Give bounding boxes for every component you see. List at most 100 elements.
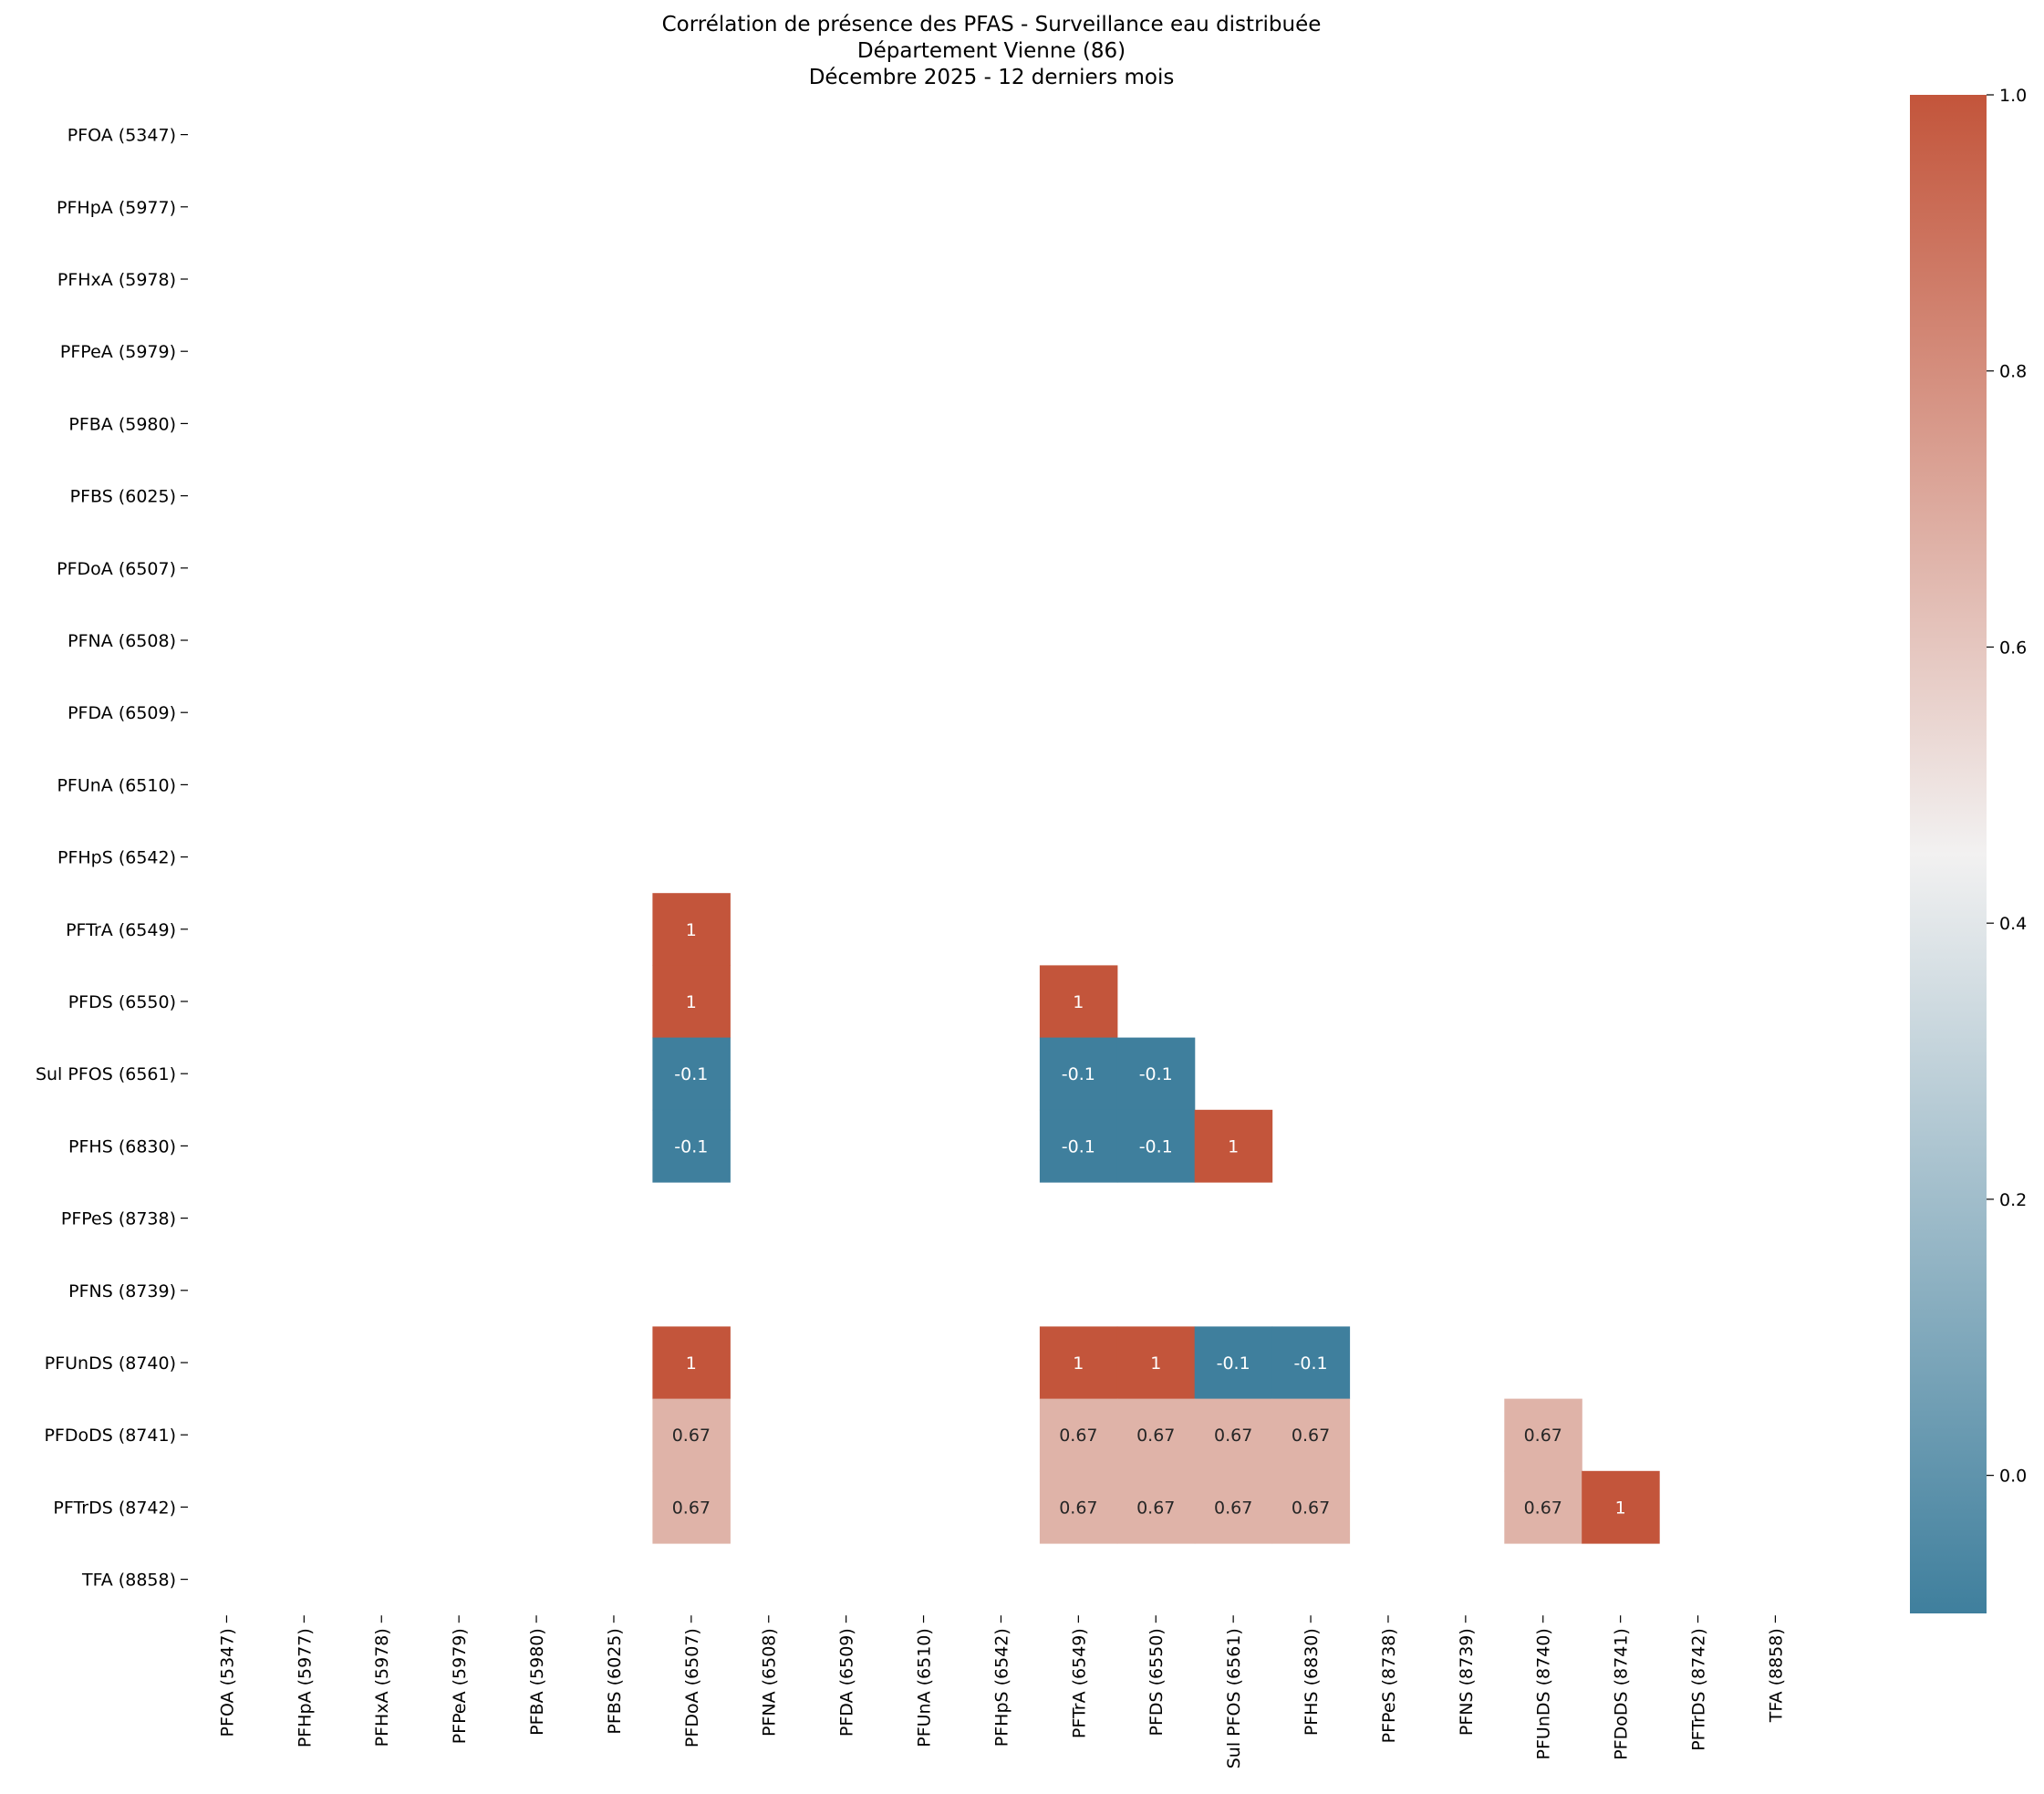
x-tick-label: PFNS (8739) xyxy=(1457,1628,1477,1736)
cell-value-label: 0.67 xyxy=(1524,1498,1562,1518)
y-tick-label: PFTrDS (8742) xyxy=(53,1498,176,1518)
y-tick-label: Sul PFOS (6561) xyxy=(36,1064,176,1084)
heatmap-cell xyxy=(1271,1326,1351,1400)
cell-value-label: -0.1 xyxy=(674,1064,708,1084)
cell-value-label: -0.1 xyxy=(1217,1353,1250,1374)
x-tick-label: PFUnA (6510) xyxy=(915,1628,935,1747)
colorbar-tick-label: 0.2 xyxy=(1999,1190,2027,1210)
x-tick-label: PFHpS (6542) xyxy=(991,1628,1012,1747)
heatmap-cell xyxy=(1271,1470,1351,1544)
colorbar-tick-label: 0.0 xyxy=(1999,1467,2027,1487)
x-tick-label: PFHS (6830) xyxy=(1302,1628,1322,1736)
heatmap-cell xyxy=(1039,1398,1118,1472)
chart-title-line-2: Département Vienne (86) xyxy=(857,39,1126,63)
heatmap-cell xyxy=(1194,1470,1273,1544)
cell-value-label: 0.67 xyxy=(1292,1426,1330,1446)
colorbar-tick-label: 1.0 xyxy=(1999,86,2027,106)
x-tick-label: PFDoDS (8741) xyxy=(1612,1628,1632,1760)
y-tick-label: PFHpS (6542) xyxy=(57,848,176,868)
heatmap-cell xyxy=(1039,1326,1118,1400)
x-tick-label: PFPeS (8738) xyxy=(1379,1628,1399,1743)
chart-title-line-1: Corrélation de présence des PFAS - Surve… xyxy=(662,13,1322,36)
cell-value-label: 1 xyxy=(1073,1353,1084,1374)
colorbar-gradient xyxy=(1910,95,1987,1613)
heatmap-cell xyxy=(1582,1470,1660,1544)
y-tick-label: PFBA (5980) xyxy=(68,414,176,434)
y-tick-label: PFDoA (6507) xyxy=(57,559,176,579)
y-tick-label: PFHxA (5978) xyxy=(57,270,176,290)
heatmap-cell xyxy=(1116,1470,1196,1544)
y-tick-label: PFDoDS (8741) xyxy=(44,1426,176,1446)
heatmap-cell xyxy=(1039,1109,1118,1183)
y-tick-label: PFOA (5347) xyxy=(67,126,176,146)
cell-value-label: -0.1 xyxy=(1139,1136,1173,1156)
colorbar-tick-label: 0.4 xyxy=(1999,914,2027,934)
heatmap-cell xyxy=(652,1326,731,1400)
heatmap-cells: 1 1 1 -0.1 -0.1 -0.1 -0.1 -0.1 -0.1 1 1 1 1 -0.1 -0.1 0… xyxy=(652,893,1660,1544)
cell-value-label: 1 xyxy=(686,920,697,940)
heatmap-cell xyxy=(1116,1398,1196,1472)
heatmap-cell xyxy=(1039,1470,1118,1544)
heatmap-cell xyxy=(1504,1398,1582,1472)
y-tick-label: PFUnDS (8740) xyxy=(45,1353,176,1374)
cell-value-label: -0.1 xyxy=(1139,1064,1173,1084)
y-tick-label: PFPeA (5979) xyxy=(60,342,176,362)
y-tick-label: PFHpA (5977) xyxy=(57,198,176,218)
x-tick-label: PFOA (5347) xyxy=(217,1628,237,1737)
x-tick-label: PFUnDS (8740) xyxy=(1534,1628,1554,1759)
cell-value-label: -0.1 xyxy=(1062,1064,1095,1084)
x-tick-label: Sul PFOS (6561) xyxy=(1224,1628,1244,1768)
x-tick-label: TFA (8858) xyxy=(1766,1628,1786,1723)
cell-value-label: 0.67 xyxy=(1214,1426,1252,1446)
cell-value-label: 0.67 xyxy=(1059,1498,1097,1518)
heatmap-cell xyxy=(652,1470,731,1544)
x-tick-label: PFBS (6025) xyxy=(605,1628,625,1734)
y-tick-label: PFTrA (6549) xyxy=(66,920,176,940)
y-tick-label: TFA (8858) xyxy=(81,1571,176,1591)
heatmap-cell xyxy=(1504,1470,1582,1544)
y-tick-label: PFNS (8739) xyxy=(68,1281,176,1301)
cell-value-label: 1 xyxy=(1228,1136,1239,1156)
cell-value-label: 1 xyxy=(1615,1498,1626,1518)
y-tick-label: PFDA (6509) xyxy=(67,703,176,723)
x-tick-label: PFHxA (5978) xyxy=(372,1628,392,1747)
heatmap-cell xyxy=(652,1109,731,1183)
colorbar: 0.0 0.2 0.4 0.6 0.8 1.0 xyxy=(1910,86,2027,1613)
cell-value-label: 0.67 xyxy=(1214,1498,1252,1518)
x-axis: PFOA (5347) PFHpA (5977) PFHxA (5978) PFPeA… xyxy=(217,1615,1786,1768)
x-tick-label: PFNA (6508) xyxy=(760,1628,780,1737)
y-tick-label: PFDS (6550) xyxy=(68,992,176,1012)
cell-value-label: 1 xyxy=(1073,992,1084,1012)
chart-title-line-3: Décembre 2025 - 12 derniers mois xyxy=(809,66,1175,89)
x-tick-label: PFDoA (6507) xyxy=(682,1628,702,1747)
y-tick-label: PFNA (6508) xyxy=(67,631,176,651)
heatmap-cell xyxy=(652,1398,731,1472)
heatmap-cell xyxy=(1116,1109,1196,1183)
heatmap-cell xyxy=(1194,1398,1273,1472)
x-tick-label: PFDA (6509) xyxy=(837,1628,857,1737)
heatmap-cell xyxy=(652,965,731,1039)
colorbar-ticks: 0.0 0.2 0.4 0.6 0.8 1.0 xyxy=(1987,86,2027,1487)
heatmap-cell xyxy=(1116,1037,1196,1111)
heatmap-cell xyxy=(1039,1037,1118,1111)
heatmap-cell xyxy=(1116,1326,1196,1400)
heatmap-cell xyxy=(1271,1398,1351,1472)
heatmap-cell xyxy=(1194,1109,1273,1183)
x-tick-label: PFBA (5980) xyxy=(527,1628,547,1736)
cell-value-label: 0.67 xyxy=(1136,1498,1175,1518)
cell-value-label: 0.67 xyxy=(1292,1498,1330,1518)
x-tick-label: PFTrA (6549) xyxy=(1069,1628,1089,1738)
colorbar-tick-label: 0.8 xyxy=(1999,362,2027,382)
heatmap-cell xyxy=(652,893,731,966)
cell-value-label: -0.1 xyxy=(1062,1136,1095,1156)
y-axis: PFOA (5347) PFHpA (5977) PFHxA (5978) PFPeA… xyxy=(36,126,188,1591)
cell-value-label: 1 xyxy=(1150,1353,1161,1374)
cell-value-label: 1 xyxy=(686,992,697,1012)
x-tick-label: PFHpA (5977) xyxy=(295,1628,315,1747)
heatmap-cell xyxy=(652,1037,731,1111)
colorbar-tick-label: 0.6 xyxy=(1999,638,2027,658)
cell-value-label: 1 xyxy=(686,1353,697,1374)
x-tick-label: PFTrDS (8742) xyxy=(1689,1628,1709,1751)
y-tick-label: PFBS (6025) xyxy=(70,487,176,507)
